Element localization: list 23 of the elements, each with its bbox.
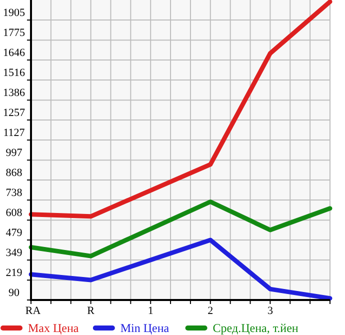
y-tick-label: 738 bbox=[6, 187, 23, 200]
y-tick-label: 349 bbox=[6, 247, 23, 260]
x-tick-label: 2 bbox=[208, 305, 214, 317]
y-tick-label: 1775 bbox=[3, 27, 26, 40]
legend-label: Min Цена bbox=[120, 321, 170, 335]
x-tick-label: RA bbox=[25, 305, 41, 317]
y-tick-label: 90 bbox=[8, 287, 20, 299]
y-tick-label: 479 bbox=[6, 227, 23, 239]
x-tick-label: R bbox=[87, 305, 96, 317]
legend-label: Max Цена bbox=[28, 321, 80, 335]
y-tick-label: 1516 bbox=[3, 67, 26, 80]
y-tick-label: 868 bbox=[6, 167, 23, 179]
y-tick-label: 1646 bbox=[3, 47, 26, 59]
y-tick-label: 1127 bbox=[3, 127, 26, 140]
legend-label: Сред.Цена, т.йен bbox=[212, 321, 299, 335]
y-tick-label: 219 bbox=[6, 267, 23, 280]
x-tick-label: 1 bbox=[148, 305, 154, 317]
y-tick-label: 608 bbox=[6, 207, 23, 220]
y-tick-label: 997 bbox=[6, 147, 23, 160]
y-tick-label: 1257 bbox=[3, 107, 26, 119]
y-tick-label: 1386 bbox=[3, 87, 26, 100]
y-tick-label: 1905 bbox=[3, 7, 26, 20]
x-tick-label: 3 bbox=[267, 305, 274, 317]
